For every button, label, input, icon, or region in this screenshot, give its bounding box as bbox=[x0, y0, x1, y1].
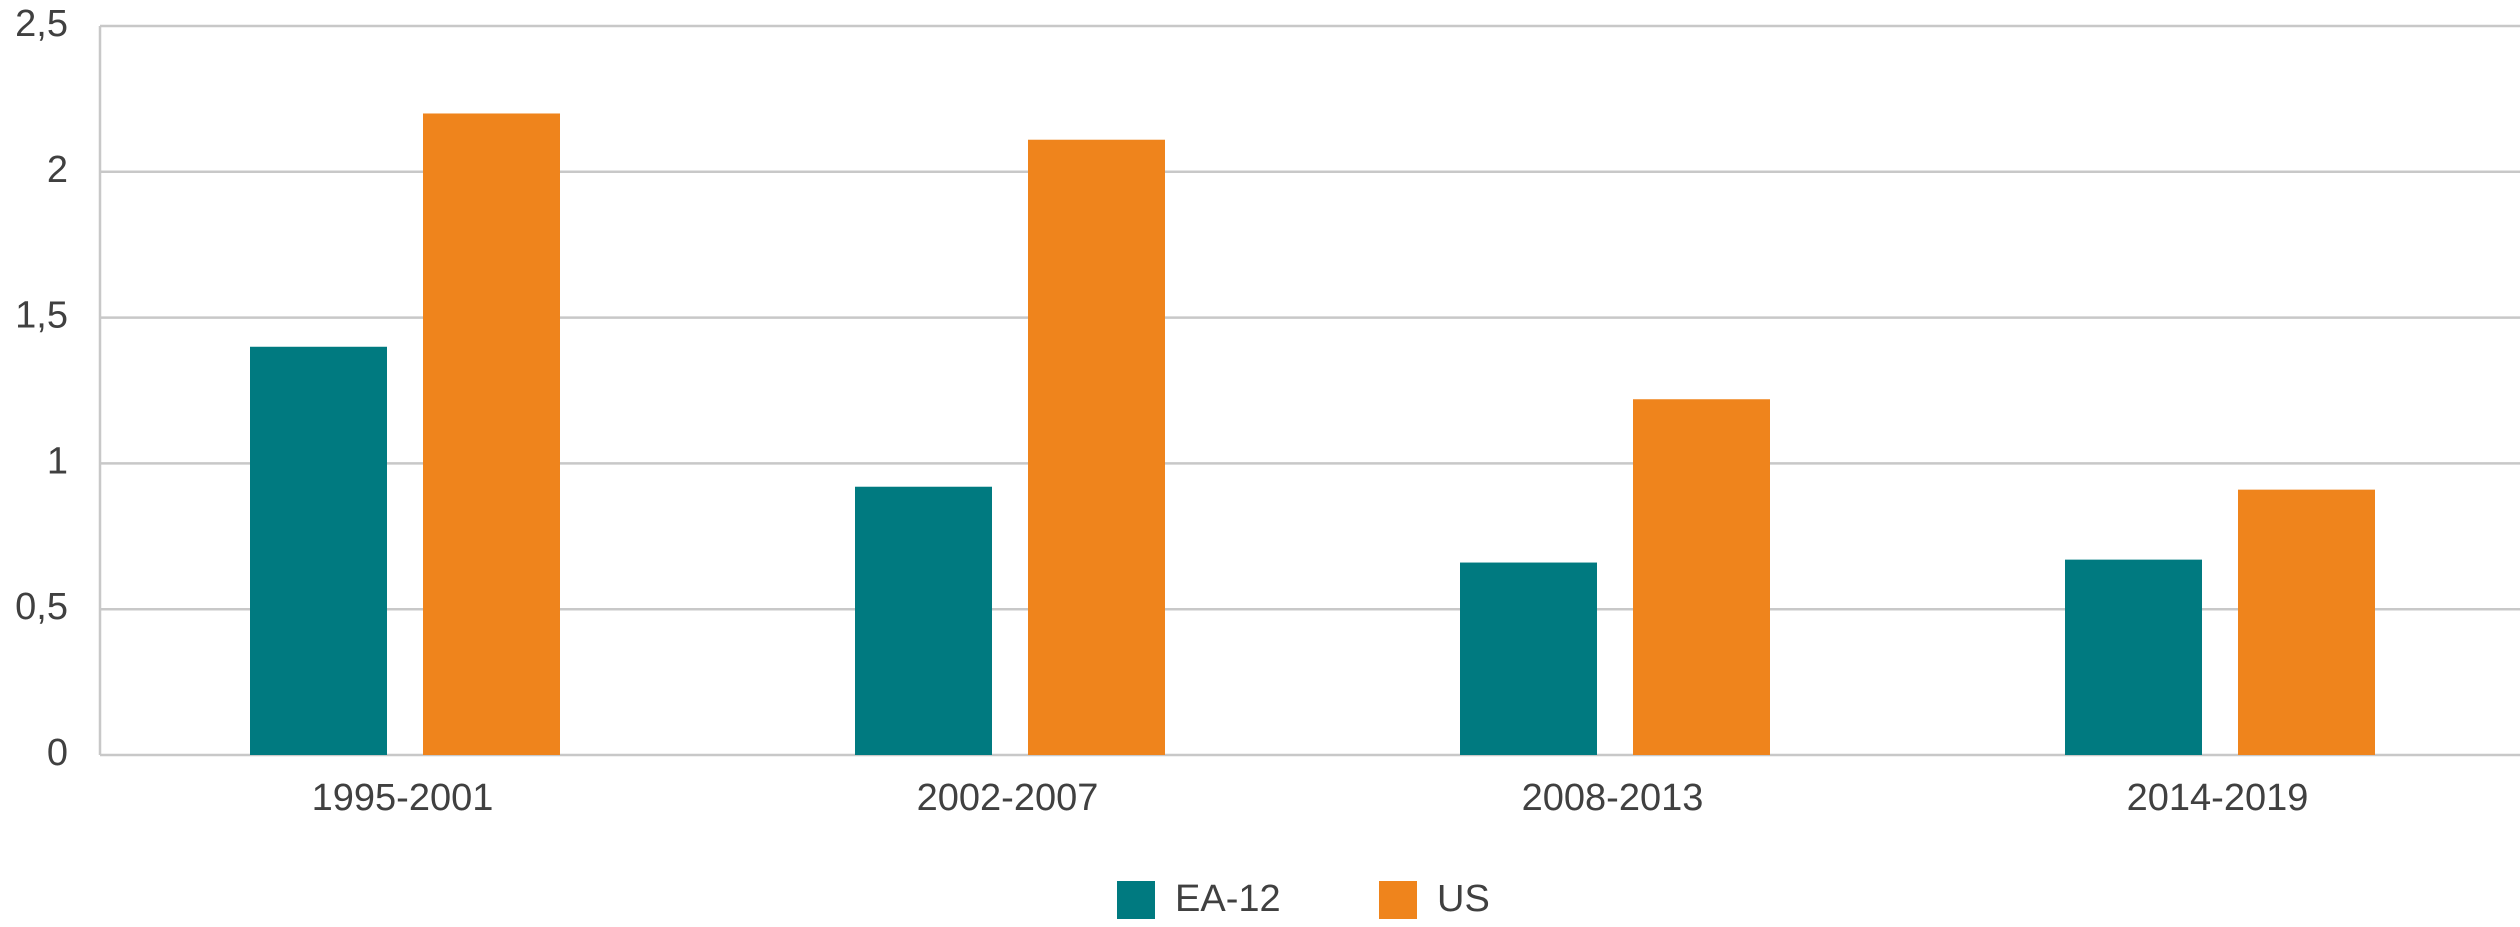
legend-swatch bbox=[1379, 881, 1417, 919]
y-tick-label: 2,5 bbox=[15, 3, 68, 45]
legend-label: EA-12 bbox=[1175, 878, 1281, 920]
bar bbox=[1633, 399, 1770, 755]
bar bbox=[423, 113, 560, 756]
legend-swatch bbox=[1117, 881, 1155, 919]
y-tick-label: 0 bbox=[47, 732, 68, 774]
y-tick-label: 2 bbox=[47, 149, 68, 191]
bar bbox=[1460, 562, 1597, 755]
x-tick-label: 2002-2007 bbox=[917, 777, 1099, 819]
y-tick-label: 0,5 bbox=[15, 586, 68, 628]
legend-label: US bbox=[1437, 878, 1490, 920]
bar bbox=[855, 486, 992, 755]
x-tick-label: 1995-2001 bbox=[312, 777, 494, 819]
bar bbox=[250, 346, 387, 755]
x-tick-label: 2014-2019 bbox=[2127, 777, 2309, 819]
bar bbox=[2065, 559, 2202, 755]
x-tick-label: 2008-2013 bbox=[1522, 777, 1704, 819]
bar bbox=[1028, 139, 1165, 755]
y-tick-label: 1,5 bbox=[15, 295, 68, 337]
y-tick-label: 1 bbox=[47, 440, 68, 482]
bar bbox=[2238, 489, 2375, 755]
